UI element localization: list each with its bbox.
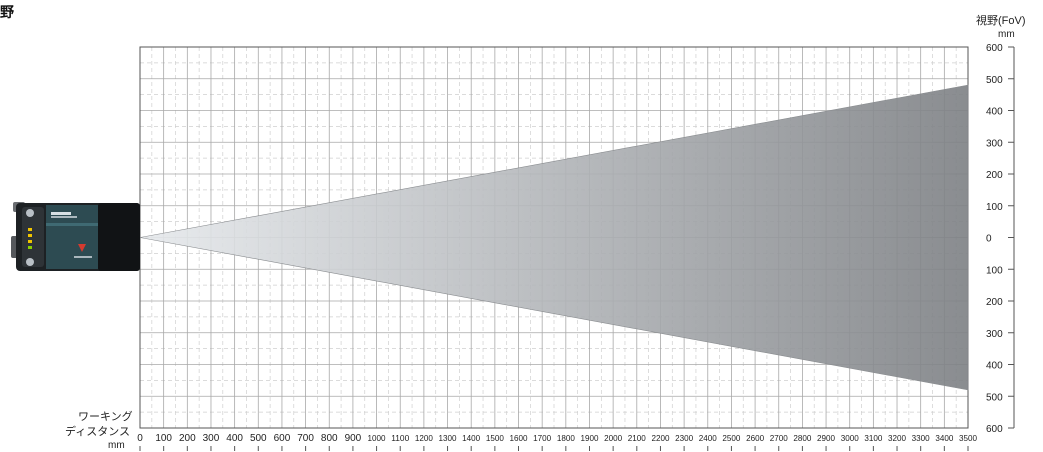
fov-cone-layer (139, 84, 969, 391)
wd-tick-label: 1200 (415, 434, 434, 443)
wd-tick-label: 2000 (604, 434, 623, 443)
wd-tick-label: 1800 (557, 434, 576, 443)
wd-tick-label: 3200 (888, 434, 907, 443)
wd-tick-label: 3000 (841, 434, 860, 443)
wd-tick-label: 1700 (533, 434, 552, 443)
wd-tick-label: 3300 (912, 434, 931, 443)
wd-tick-label: 200 (179, 433, 196, 444)
barcode-reader-camera-icon (11, 202, 140, 271)
wd-tick-label: 2500 (722, 434, 741, 443)
wd-tick-label: 900 (345, 433, 362, 444)
fov-tick-label: 200 (986, 297, 1003, 308)
fov-cone-area (139, 84, 969, 391)
wd-tick-label: 1000 (368, 434, 387, 443)
wd-tick-label: 1900 (580, 434, 599, 443)
wd-tick-label: 1600 (510, 434, 529, 443)
wd-axis-title-line2: ディスタンス (65, 426, 131, 438)
page-title: 野 (0, 4, 14, 20)
fov-axis-title: 視野(FoV) (976, 15, 1026, 27)
wd-tick-label: 1500 (486, 434, 505, 443)
wd-tick-label: 2600 (746, 434, 765, 443)
fov-tick-label: 300 (986, 138, 1003, 149)
wd-tick-label: 3400 (935, 434, 954, 443)
fov-tick-label: 400 (986, 361, 1003, 372)
fov-tick-label: 200 (986, 170, 1003, 181)
wd-tick-label: 2400 (699, 434, 718, 443)
wd-tick-label: 1300 (439, 434, 458, 443)
wd-tick-label: 2300 (675, 434, 694, 443)
fov-tick-label: 0 (986, 234, 992, 245)
wd-tick-label: 2900 (817, 434, 836, 443)
fov-tick-label: 500 (986, 392, 1003, 403)
wd-tick-label: 300 (203, 433, 220, 444)
wd-axis-unit: mm (108, 440, 125, 451)
wd-tick-label: 3100 (864, 434, 883, 443)
wd-tick-label: 500 (250, 433, 267, 444)
wd-tick-label: 600 (274, 433, 291, 444)
wd-tick-label: 400 (226, 433, 243, 444)
wd-tick-label: 2200 (651, 434, 670, 443)
fov-tick-label: 300 (986, 329, 1003, 340)
wd-tick-label: 0 (137, 433, 143, 444)
fov-tick-label: 600 (986, 424, 1003, 435)
fov-tick-label: 500 (986, 75, 1003, 86)
fov-tick-label: 100 (986, 202, 1003, 213)
wd-tick-label: 700 (297, 433, 314, 444)
fov-tick-label: 600 (986, 43, 1003, 54)
wd-tick-label: 1400 (462, 434, 481, 443)
wd-tick-label: 2700 (770, 434, 789, 443)
wd-tick-label: 2800 (793, 434, 812, 443)
fov-tick-label: 100 (986, 265, 1003, 276)
fov-axis-unit: mm (998, 29, 1015, 40)
wd-axis-title-line1: ワーキング (78, 411, 133, 423)
wd-tick-label: 800 (321, 433, 338, 444)
wd-tick-label: 100 (155, 433, 172, 444)
fov-tick-label: 400 (986, 107, 1003, 118)
wd-tick-label: 1100 (391, 434, 410, 443)
wd-tick-label: 3500 (959, 434, 978, 443)
wd-tick-label: 2100 (628, 434, 647, 443)
